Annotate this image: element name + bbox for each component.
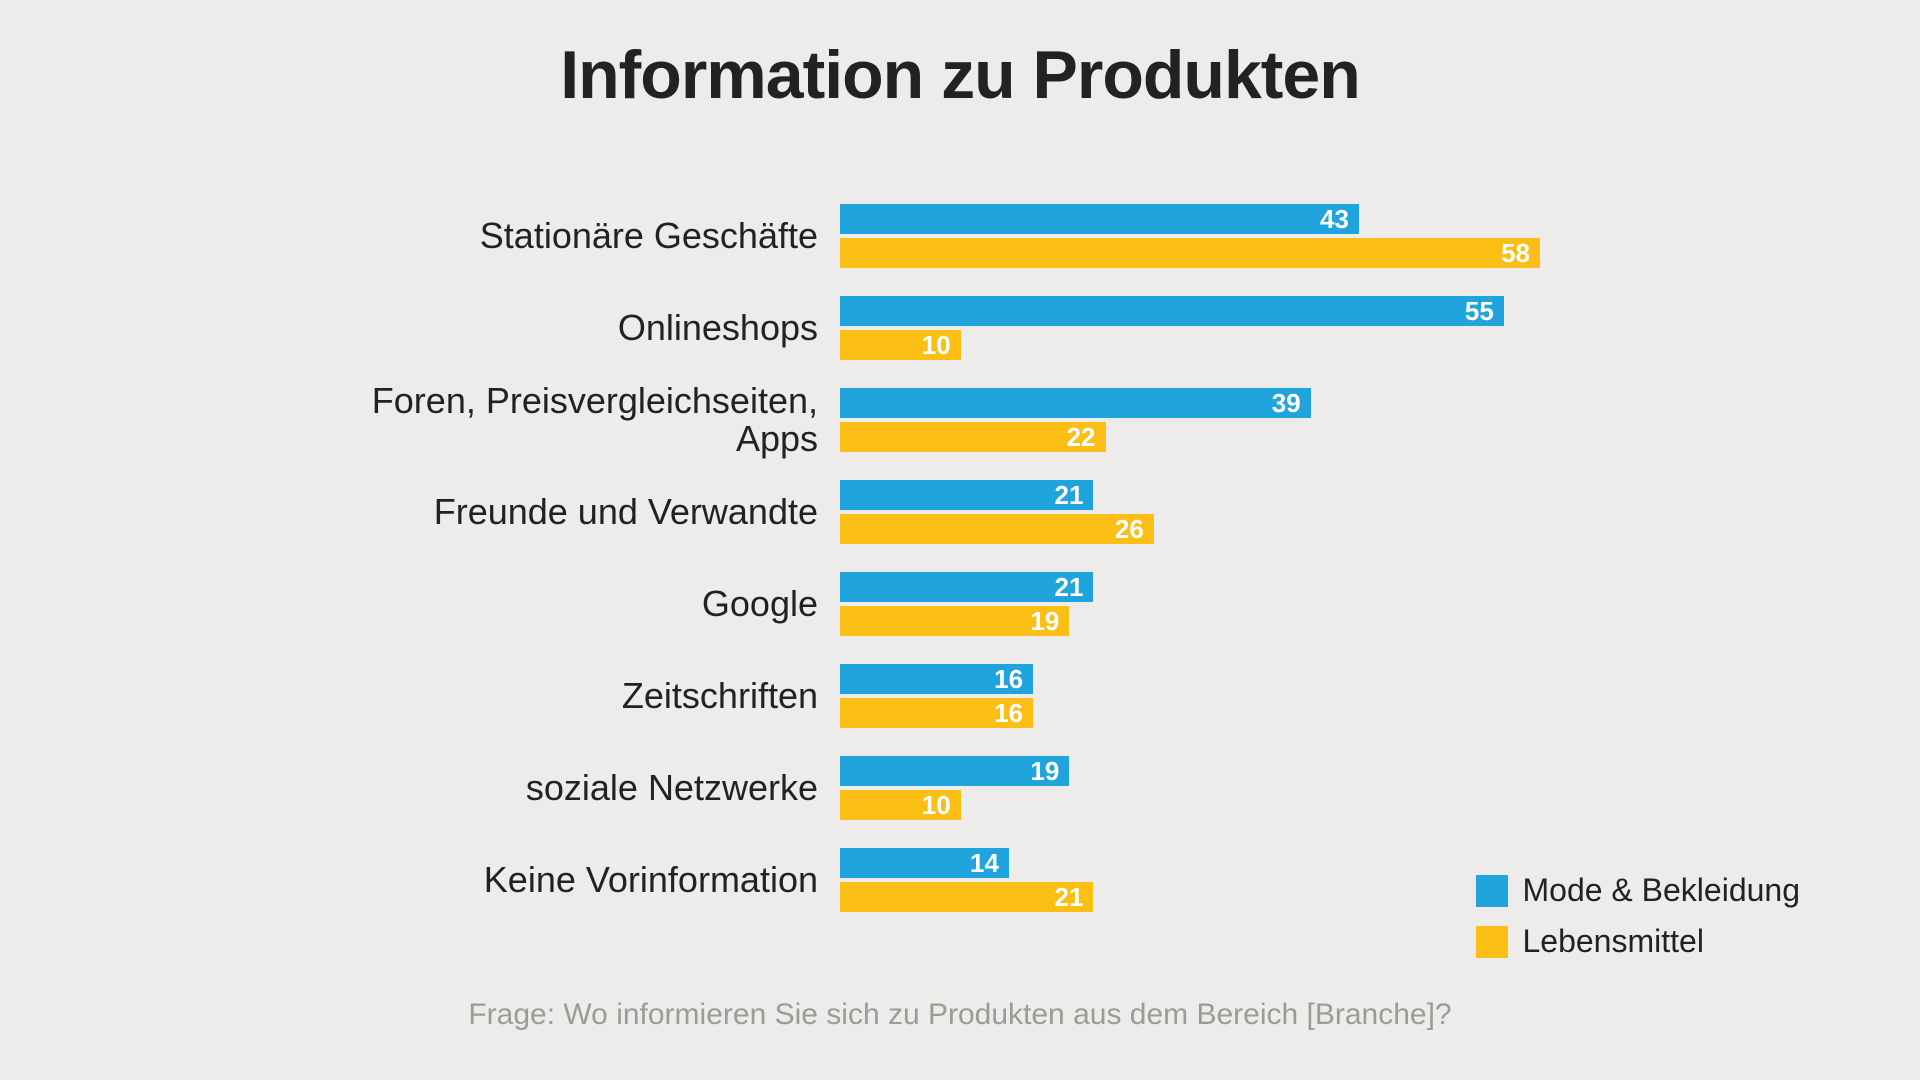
bar-leben: 19: [840, 606, 1069, 636]
category-label: Google: [360, 585, 840, 623]
bar-value: 43: [1320, 204, 1349, 235]
chart-row: Foren, Preisvergleichseiten, Apps 39 22: [360, 374, 1540, 466]
bar-leben: 22: [840, 422, 1106, 452]
chart-row: Google2119: [360, 558, 1540, 650]
bar-mode: 55: [840, 296, 1504, 326]
chart-row: Keine Vorinformation 14 21: [360, 834, 1540, 926]
bar-value: 16: [994, 664, 1023, 695]
category-label: Onlineshops: [360, 309, 840, 347]
bar-group: 2119: [840, 572, 1540, 636]
bar-leben: 58: [840, 238, 1540, 268]
bar-value: 55: [1465, 296, 1494, 327]
bar-value: 19: [1030, 606, 1059, 637]
bar-value: 22: [1067, 422, 1096, 453]
bar-value: 39: [1272, 388, 1301, 419]
bar-group: 21 26: [840, 480, 1540, 544]
footnote-text: Frage: Wo informieren Sie sich zu Produk…: [0, 998, 1920, 1032]
category-label: Keine Vorinformation: [360, 861, 840, 899]
bar-leben: 21: [840, 882, 1093, 912]
bar-group: 39 22: [840, 388, 1540, 452]
bar-leben: 16: [840, 698, 1033, 728]
bar-group: 14 21: [840, 848, 1540, 912]
bar-group: 43 58: [840, 204, 1540, 268]
bar-leben: 10: [840, 790, 961, 820]
bar-value: 21: [1055, 572, 1084, 603]
bar-value: 10: [922, 790, 951, 821]
chart-row: soziale Netzwerke1910: [360, 742, 1540, 834]
chart-row: Zeitschriften1616: [360, 650, 1540, 742]
bar-value: 14: [970, 848, 999, 879]
bar-mode: 39: [840, 388, 1311, 418]
category-label: Freunde und Verwandte: [360, 493, 840, 531]
category-label: Stationäre Geschäfte: [360, 217, 840, 255]
bar-value: 10: [922, 330, 951, 361]
bar-mode: 14: [840, 848, 1009, 878]
bar-group: 55 10: [840, 296, 1540, 360]
bar-value: 19: [1030, 756, 1059, 787]
legend-label: Lebensmittel: [1522, 923, 1703, 960]
bar-group: 1910: [840, 756, 1540, 820]
chart-title: Information zu Produkten: [0, 36, 1920, 114]
chart-row: Freunde und Verwandte 21 26: [360, 466, 1540, 558]
bar-leben: 26: [840, 514, 1154, 544]
bar-value: 26: [1115, 514, 1144, 545]
chart-row: Onlineshops 55 10: [360, 282, 1540, 374]
bar-value: 21: [1055, 882, 1084, 913]
bar-value: 58: [1501, 238, 1530, 269]
bar-value: 21: [1055, 480, 1084, 511]
category-label: Foren, Preisvergleichseiten, Apps: [360, 382, 840, 458]
legend-label: Mode & Bekleidung: [1522, 872, 1800, 909]
category-label: Zeitschriften: [360, 677, 840, 715]
chart-stage: Information zu Produkten Stationäre Gesc…: [0, 0, 1920, 1080]
chart-row: Stationäre Geschäfte 43 58: [360, 190, 1540, 282]
bar-mode: 43: [840, 204, 1359, 234]
bar-group: 1616: [840, 664, 1540, 728]
bar-mode: 16: [840, 664, 1033, 694]
bar-value: 16: [994, 698, 1023, 729]
bar-chart: Stationäre Geschäfte 43 58 Onlineshops 55 10 F…: [360, 190, 1540, 926]
bar-mode: 21: [840, 480, 1093, 510]
legend-swatch: [1476, 875, 1508, 907]
legend: Mode & Bekleidung Lebensmittel: [1476, 872, 1800, 960]
category-label: soziale Netzwerke: [360, 769, 840, 807]
legend-item: Lebensmittel: [1476, 923, 1800, 960]
bar-mode: 21: [840, 572, 1093, 602]
legend-swatch: [1476, 926, 1508, 958]
legend-item: Mode & Bekleidung: [1476, 872, 1800, 909]
bar-leben: 10: [840, 330, 961, 360]
bar-mode: 19: [840, 756, 1069, 786]
